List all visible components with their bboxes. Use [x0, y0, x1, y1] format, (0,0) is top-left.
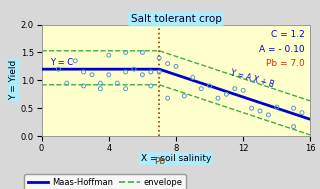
- Point: [224, 93, 229, 96]
- Point: [81, 84, 86, 87]
- Point: [132, 68, 137, 71]
- Point: [123, 51, 128, 54]
- Point: [148, 84, 153, 87]
- Point: [165, 97, 170, 100]
- Point: [249, 107, 254, 110]
- Point: [140, 73, 145, 76]
- Point: [215, 97, 220, 100]
- Text: A = - 0.10: A = - 0.10: [260, 45, 305, 54]
- Point: [291, 125, 296, 128]
- Text: Y = A.X + B: Y = A.X + B: [230, 68, 275, 89]
- Point: [199, 87, 204, 90]
- Point: [81, 70, 86, 74]
- Point: [300, 111, 305, 114]
- Point: [98, 87, 103, 90]
- Point: [90, 73, 95, 76]
- Point: [98, 82, 103, 85]
- Point: [140, 51, 145, 54]
- Point: [123, 87, 128, 90]
- Point: [148, 70, 153, 74]
- Point: [106, 73, 111, 76]
- Point: [157, 70, 162, 74]
- Point: [182, 94, 187, 98]
- Point: [115, 82, 120, 85]
- Text: Pb = 7.0: Pb = 7.0: [266, 59, 305, 68]
- Point: [73, 59, 78, 62]
- Point: [64, 82, 69, 85]
- Point: [165, 62, 170, 65]
- X-axis label: X = soil salinity: X = soil salinity: [141, 154, 211, 163]
- Point: [241, 89, 246, 92]
- Point: [106, 54, 111, 57]
- Title: Salt tolerant crop: Salt tolerant crop: [131, 14, 221, 24]
- Point: [173, 65, 179, 68]
- Point: [157, 57, 162, 60]
- Point: [207, 84, 212, 87]
- Point: [190, 76, 195, 79]
- Text: Pb: Pb: [154, 157, 165, 166]
- Text: C = 1.2: C = 1.2: [271, 30, 305, 39]
- Point: [274, 106, 279, 109]
- Y-axis label: Y = Yield: Y = Yield: [9, 60, 18, 100]
- Point: [56, 68, 61, 71]
- Legend: Maas-Hoffman, envelope: Maas-Hoffman, envelope: [24, 174, 186, 189]
- Point: [123, 70, 128, 74]
- Text: Y = C: Y = C: [50, 58, 73, 67]
- Point: [257, 109, 262, 112]
- Point: [232, 87, 237, 90]
- Point: [291, 107, 296, 110]
- Point: [266, 113, 271, 116]
